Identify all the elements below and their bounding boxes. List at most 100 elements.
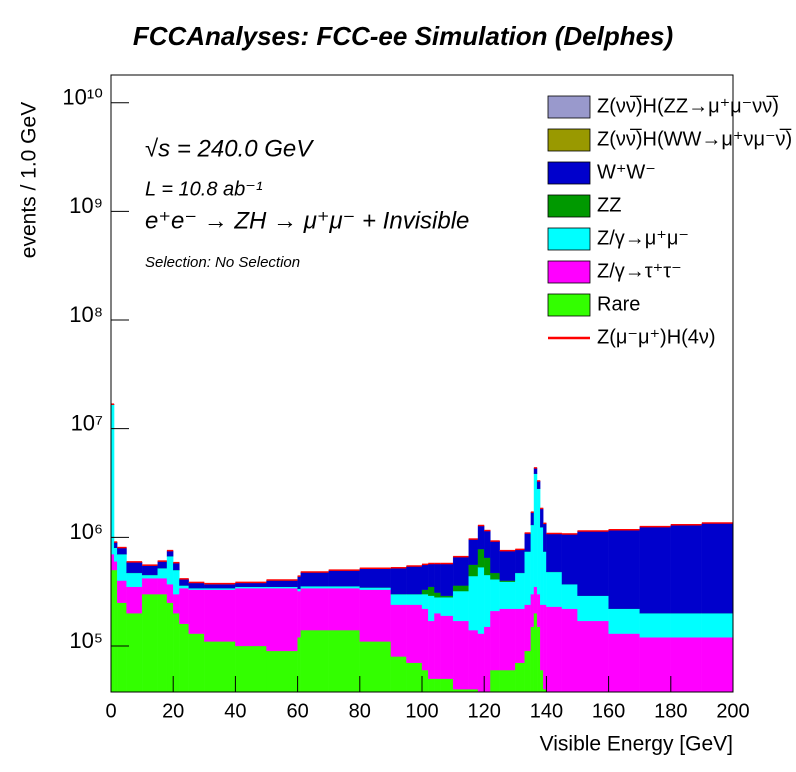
- histogram-segment: [421, 669, 429, 692]
- histogram-segment: [499, 608, 516, 671]
- histogram-segment: [300, 572, 329, 587]
- histogram-segment: [490, 669, 500, 692]
- y-tick-label: 10⁵: [69, 628, 103, 653]
- histogram-segment: [173, 569, 180, 595]
- x-tick-label: 0: [105, 700, 116, 722]
- histogram-segment: [536, 480, 541, 489]
- plot-frame: [110, 74, 734, 693]
- histogram-segment: [468, 539, 479, 565]
- histogram-segment: [477, 548, 485, 568]
- histogram-segment: [141, 565, 158, 576]
- axes: 0 20 40 60 80 100 120 140 160 180 200 10⁵ 10⁶ 10⁷ 10⁸ 1…: [62, 85, 749, 723]
- histogram-segment: [530, 524, 535, 595]
- legend-label: Z(νν̅)H(ZZ→μ⁺μ⁻νν̅): [597, 94, 779, 117]
- histogram-segment: [452, 585, 469, 592]
- histogram-segment: [608, 633, 640, 692]
- histogram-segment: [428, 586, 435, 596]
- histogram-segment: [166, 550, 174, 557]
- histogram-segment: [300, 629, 329, 692]
- histogram-segment: [179, 579, 189, 586]
- histogram-segment: [390, 604, 407, 657]
- histogram-segment: [113, 542, 118, 548]
- legend-label: Z(μ⁻μ⁺)H(4ν): [597, 326, 716, 348]
- histogram-segment: [421, 564, 429, 590]
- legend-swatch: [547, 194, 591, 218]
- legend-swatch: [547, 227, 591, 251]
- histogram-segment: [117, 602, 127, 692]
- histogram-segment: [468, 629, 479, 690]
- histogram-segment: [421, 593, 429, 609]
- histogram-segment: [141, 578, 158, 595]
- histogram-segment: [440, 678, 454, 692]
- histogram-segment: [499, 550, 516, 581]
- x-tick-label: 140: [530, 700, 563, 722]
- histogram-segment: [468, 564, 479, 577]
- histogram-segment: [266, 580, 298, 587]
- histogram-segment: [157, 593, 168, 692]
- histogram-segment: [533, 473, 538, 588]
- histogram-segment: [561, 584, 578, 609]
- legend-label: Z(νν̅)H(WW→μ⁺νμ⁻ν̅): [597, 127, 792, 150]
- legend-label: ZZ: [597, 194, 621, 216]
- histogram-segment: [524, 604, 532, 652]
- annotation: L = 10.8 ab⁻¹: [145, 178, 263, 200]
- histogram-segment: [561, 533, 578, 585]
- plot-area: [111, 403, 733, 692]
- legend-swatch: [547, 260, 591, 284]
- histogram-segment: [173, 613, 180, 692]
- histogram-segment: [530, 626, 535, 692]
- chart-title: FCCAnalyses: FCC-ee Simulation (Delphes): [133, 21, 673, 51]
- histogram-segment: [546, 571, 563, 607]
- histogram-segment: [440, 615, 454, 679]
- histogram-segment: [204, 641, 236, 692]
- histogram-segment: [359, 641, 392, 692]
- x-tick-label: 120: [468, 700, 501, 722]
- histogram-segment: [543, 523, 547, 552]
- y-tick-label: 10⁹: [69, 193, 103, 218]
- histogram-segment: [452, 620, 469, 690]
- histogram-segment: [126, 613, 143, 692]
- histogram-segment: [406, 604, 423, 663]
- histogram-segment: [266, 650, 298, 692]
- histogram-segment: [468, 689, 479, 692]
- histogram-segment: [490, 541, 500, 574]
- histogram-segment: [113, 569, 118, 692]
- histogram-segment: [188, 633, 205, 692]
- legend: Z(νν̅)H(ZZ→μ⁺μ⁻νν̅) Z(νν̅)H(WW→μ⁺νμ⁻ν̅) W⁺…: [547, 94, 792, 348]
- histogram-segment: [536, 488, 541, 595]
- histogram-segment: [608, 529, 640, 609]
- histogram-segment: [484, 530, 491, 558]
- y-tick-label: 10¹⁰: [62, 85, 103, 110]
- histogram-segment: [540, 508, 544, 528]
- histogram-segment: [499, 669, 516, 692]
- histogram-segment: [434, 592, 441, 598]
- histogram-segment: [297, 588, 301, 592]
- x-tick-label: 100: [405, 700, 438, 722]
- histogram-segment: [141, 593, 158, 692]
- x-tick-label: 20: [162, 700, 184, 722]
- histogram-segment: [166, 602, 174, 692]
- histogram-segment: [536, 626, 541, 692]
- y-tick-label: 10⁸: [69, 302, 103, 327]
- legend-swatch: [547, 161, 591, 185]
- histogram-segment: [524, 650, 532, 692]
- histogram-segment: [670, 524, 703, 614]
- histogram-segment: [434, 597, 441, 614]
- x-tick-label: 40: [224, 700, 246, 722]
- histogram-segment: [126, 572, 143, 588]
- histogram-segment: [428, 620, 435, 679]
- histogram-segment: [166, 556, 174, 585]
- legend-label: Z/γ→τ⁺τ⁻: [597, 260, 682, 282]
- histogram-segment: [670, 613, 703, 638]
- histogram-segment: [406, 593, 423, 605]
- histogram-segment: [477, 525, 485, 550]
- histogram-segment: [577, 530, 609, 596]
- histogram-segment: [204, 589, 236, 642]
- histogram-segment: [359, 568, 392, 588]
- histogram-segment: [173, 593, 180, 614]
- histogram-segment: [204, 588, 236, 590]
- histogram-segment: [533, 467, 538, 474]
- histogram-segment: [477, 567, 485, 634]
- histogram-segment: [117, 547, 127, 555]
